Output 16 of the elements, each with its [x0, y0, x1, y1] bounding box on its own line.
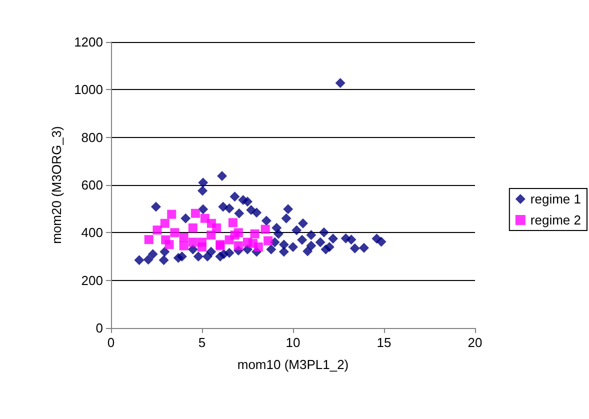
y-tick-label: 400 [81, 225, 103, 240]
y-tick-label: 600 [81, 178, 103, 192]
y-tick-label: 0 [96, 320, 103, 336]
y-axis-title: mom20 (M3ORG_3) [49, 126, 64, 244]
y-tick-label: 200 [81, 272, 103, 288]
y-tick-label: 800 [81, 130, 103, 145]
x-tick-label: 10 [286, 335, 300, 350]
x-tick-label: 20 [468, 335, 482, 350]
x-axis-title: mom10 (M3PL1_2) [237, 357, 349, 372]
y-tick-label: 1000 [74, 82, 103, 98]
x-tick-label: 0 [107, 335, 115, 350]
legend-label: regime 2 [530, 212, 581, 228]
legend-label: regime 1 [530, 192, 581, 206]
y-tick-label: 1200 [74, 34, 103, 50]
x-tick-label: 5 [198, 335, 206, 350]
x-tick-label: 15 [376, 335, 392, 350]
